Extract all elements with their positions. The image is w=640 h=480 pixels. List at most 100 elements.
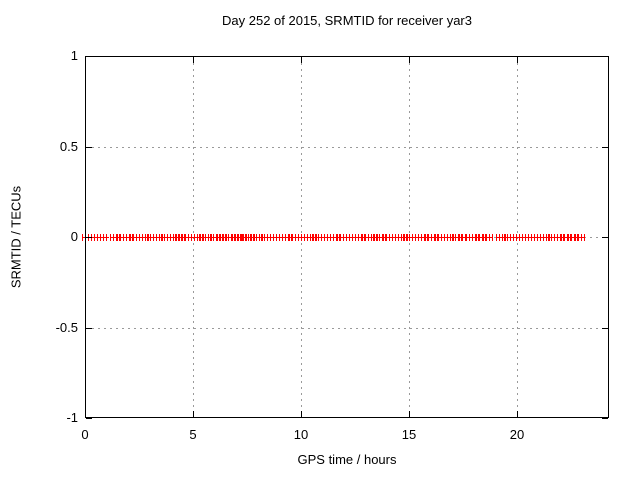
x-tick-bottom [301, 411, 302, 417]
x-tick-top [409, 57, 410, 63]
data-marker-run [276, 234, 293, 241]
x-tick-label: 0 [81, 427, 89, 442]
data-marker-run [312, 234, 331, 241]
x-tick-label: 15 [401, 427, 417, 442]
data-marker-run [130, 234, 143, 241]
data-marker-run [496, 234, 508, 241]
data-marker-run [182, 234, 192, 241]
data-marker-centerline [568, 237, 580, 238]
data-marker-centerline [117, 237, 134, 238]
data-marker-run [117, 234, 134, 241]
data-marker-run [110, 234, 122, 241]
data-marker-centerline [425, 237, 439, 238]
data-marker-centerline [519, 237, 536, 238]
data-marker-centerline [383, 237, 392, 238]
data-marker-run [504, 234, 523, 241]
data-marker-run [425, 234, 439, 241]
data-marker-centerline [389, 237, 398, 238]
data-marker-run [210, 234, 223, 241]
data-marker-centerline [504, 237, 523, 238]
x-tick-bottom [409, 411, 410, 417]
data-marker-run [175, 234, 187, 241]
data-marker-centerline [175, 237, 187, 238]
data-marker-centerline [373, 237, 388, 238]
data-marker-centerline [150, 237, 165, 238]
x-tick-label: 20 [509, 427, 525, 442]
data-marker-run [395, 234, 408, 241]
x-tick-bottom [193, 411, 194, 417]
data-marker-centerline [139, 237, 151, 238]
y-tick-left [86, 237, 92, 238]
y-tick-label: 0.5 [59, 139, 78, 154]
data-marker-centerline [459, 237, 468, 238]
y-tick-right [602, 328, 608, 329]
y-tick-right [602, 147, 608, 148]
data-marker-centerline [301, 237, 318, 238]
data-marker-centerline [327, 237, 341, 238]
data-marker-run [362, 234, 378, 241]
x-tick-label: 10 [293, 427, 309, 442]
x-tick-top [517, 57, 518, 63]
data-marker-centerline [167, 237, 181, 238]
data-marker-centerline [548, 237, 565, 238]
data-marker-run [250, 234, 264, 241]
y-gridline [86, 147, 608, 148]
x-tick-top [85, 57, 86, 63]
data-marker-run [389, 234, 398, 241]
data-marker-run [459, 234, 468, 241]
data-marker-centerline [337, 237, 367, 238]
data-marker-run [188, 234, 199, 241]
data-marker-run [225, 234, 238, 241]
y-tick-left [86, 56, 92, 57]
data-marker-run [327, 234, 341, 241]
data-marker-centerline [395, 237, 408, 238]
data-marker-run [261, 234, 280, 241]
data-marker-centerline [199, 237, 214, 238]
data-marker-run [383, 234, 392, 241]
data-marker-run [444, 234, 456, 241]
data-marker-centerline [483, 237, 493, 238]
data-marker-centerline [312, 237, 331, 238]
data-marker-run [435, 234, 448, 241]
x-tick-bottom [85, 411, 86, 417]
data-marker-run [199, 234, 214, 241]
data-marker-centerline [362, 237, 378, 238]
y-tick-left [86, 418, 92, 419]
data-marker-run [519, 234, 536, 241]
data-marker-run [483, 234, 493, 241]
data-marker-run [568, 234, 580, 241]
data-marker-centerline [225, 237, 238, 238]
data-marker-run [289, 234, 303, 241]
data-marker-centerline [182, 237, 192, 238]
data-marker-run [476, 234, 488, 241]
data-marker-run [301, 234, 318, 241]
y-tick-left [86, 147, 92, 148]
y-tick-label: 0 [70, 229, 78, 244]
data-marker-centerline [110, 237, 122, 238]
y-tick-right [602, 237, 608, 238]
y-tick-left [86, 328, 92, 329]
data-marker-centerline [161, 237, 172, 238]
y-tick-right [602, 56, 608, 57]
data-marker-centerline [276, 237, 293, 238]
data-marker-centerline [575, 237, 585, 238]
data-marker-run [466, 234, 481, 241]
data-marker-centerline [242, 237, 256, 238]
data-marker-run [167, 234, 181, 241]
data-marker-run [403, 234, 412, 241]
data-marker-centerline [130, 237, 143, 238]
data-marker-run [337, 234, 367, 241]
y-axis-title: SRMTID / TECUs [8, 185, 24, 289]
data-marker-centerline [466, 237, 481, 238]
x-tick-bottom [517, 411, 518, 417]
data-marker-centerline [217, 237, 229, 238]
chart-title: Day 252 of 2015, SRMTID for receiver yar… [222, 13, 472, 28]
data-marker-run [150, 234, 165, 241]
y-tick-label: 1 [70, 48, 78, 63]
data-marker-centerline [444, 237, 456, 238]
data-marker-run [412, 234, 429, 241]
data-marker-centerline [496, 237, 508, 238]
data-marker-centerline [561, 237, 573, 238]
data-marker-run [217, 234, 229, 241]
